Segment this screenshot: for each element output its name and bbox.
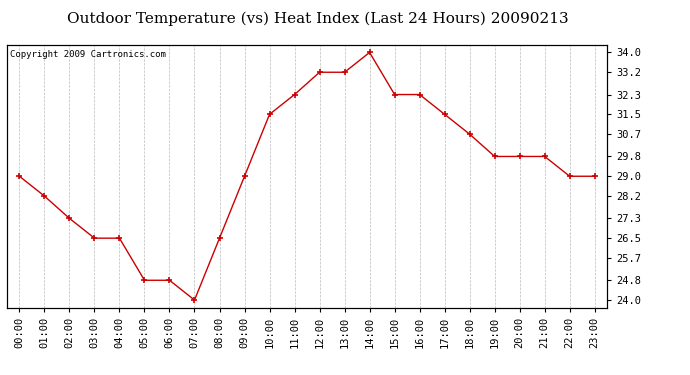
Text: Outdoor Temperature (vs) Heat Index (Last 24 Hours) 20090213: Outdoor Temperature (vs) Heat Index (Las… xyxy=(67,11,568,26)
Text: Copyright 2009 Cartronics.com: Copyright 2009 Cartronics.com xyxy=(10,50,166,59)
